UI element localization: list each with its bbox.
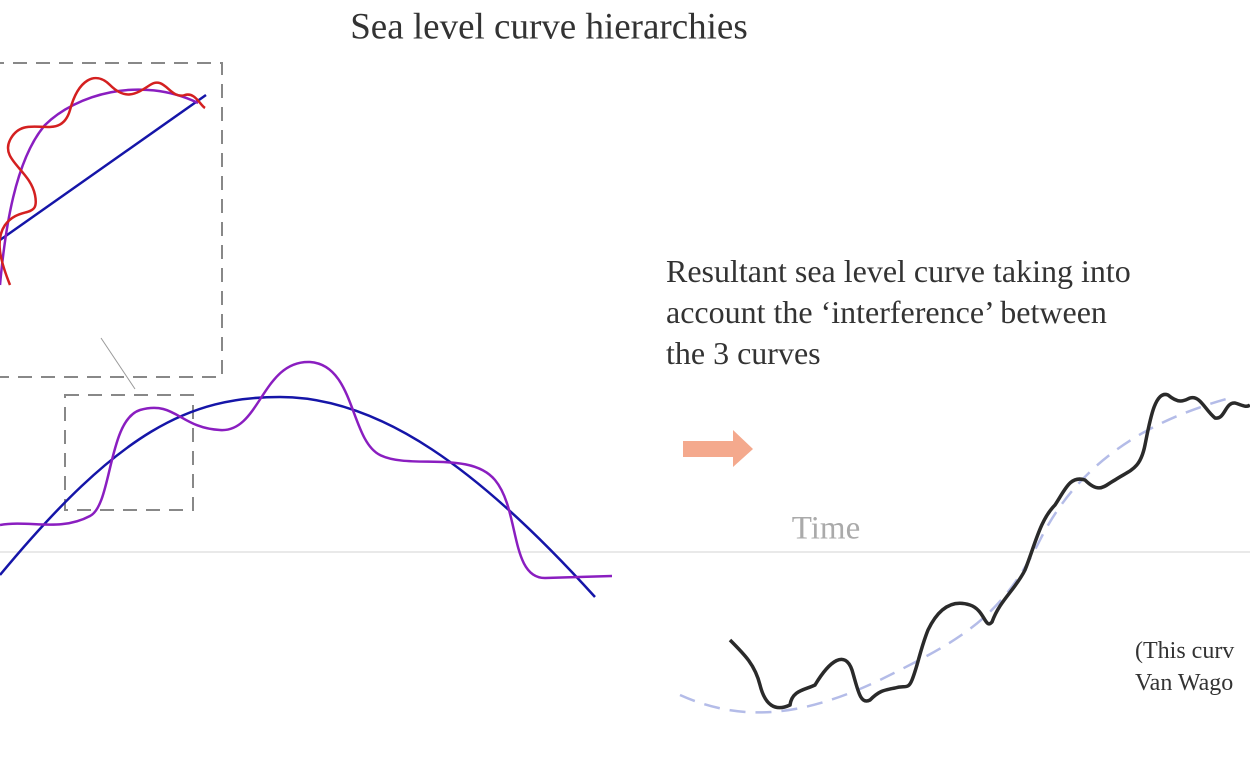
inset-short-curve [0,76,206,286]
long-term-curve [0,395,596,598]
note-line: (This curv [1135,638,1234,664]
zoom-box [64,394,194,511]
annotation-line: the 3 curves [666,335,821,371]
mid-term-curve [0,360,613,580]
arrow [683,430,753,467]
annotation: Resultant sea level curve taking into ac… [666,253,1139,371]
inset-long-curve [0,93,207,242]
resultant-curve [728,392,1250,710]
trend-curve [679,396,1231,714]
slide-title: Sea level curve hierarchies [350,6,748,47]
inset-box [0,62,223,378]
annotation-line: account the ‘interference’ between [666,294,1107,330]
inset-mid-curve [0,88,199,286]
connector-line [100,337,136,390]
annotation-line: Resultant sea level curve taking into [666,253,1131,289]
note-line: Van Wago [1135,670,1233,696]
axis-label: Time [792,511,860,547]
note: (This curv Van Wago [1135,638,1240,696]
